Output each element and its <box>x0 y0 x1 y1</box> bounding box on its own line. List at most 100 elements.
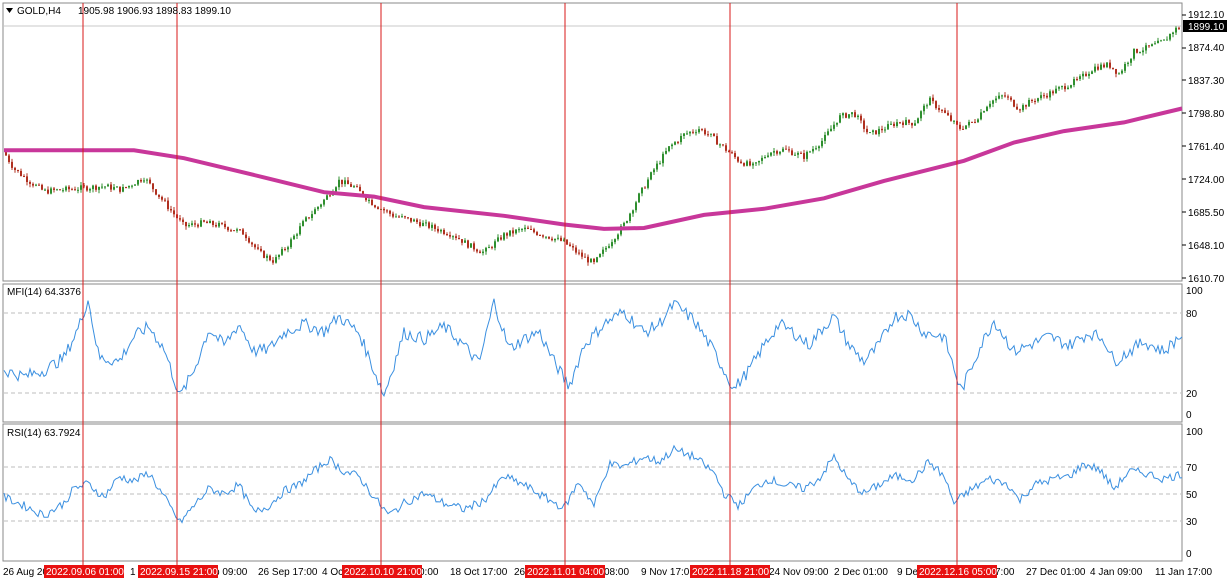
candle-body <box>566 239 568 245</box>
candle-body <box>578 252 580 254</box>
candle-body <box>452 236 454 238</box>
candle-body <box>302 221 304 227</box>
candle-body <box>125 187 127 188</box>
candle-body <box>17 170 19 171</box>
price-axis[interactable]: 1912.10 1874.40 1837.30 1798.80 1761.40 … <box>1182 10 1225 285</box>
time-tick: 9 De <box>897 567 919 578</box>
candle-body <box>1166 39 1168 41</box>
candle-body <box>653 169 655 173</box>
candle-body <box>1175 27 1177 33</box>
candle-body <box>185 222 187 227</box>
time-tick: 4 Oc <box>322 567 343 578</box>
candle-body <box>134 184 136 186</box>
candle-body <box>377 207 379 210</box>
candle-body <box>623 222 625 226</box>
candle-body <box>968 121 970 126</box>
candle-body <box>851 112 853 115</box>
candle-body <box>1067 87 1069 90</box>
candle-body <box>728 150 730 153</box>
time-tick: 08:00 <box>604 567 629 578</box>
candle-body <box>791 150 793 156</box>
mfi-pane[interactable] <box>2 283 1183 423</box>
candle-body <box>818 146 820 149</box>
candle-body <box>587 256 589 263</box>
candle-body <box>236 229 238 231</box>
candle-body <box>341 179 343 185</box>
candle-body <box>20 171 22 176</box>
time-tick: 11 Jan 17:00 <box>1155 567 1213 578</box>
candle-body <box>488 247 490 249</box>
candle-body <box>662 153 664 164</box>
candle-body <box>1016 106 1018 110</box>
candle-body <box>845 113 847 118</box>
rsi-line <box>3 444 1183 524</box>
candle-body <box>50 188 52 194</box>
candle-body <box>764 157 766 158</box>
time-axis[interactable]: 26 Aug 20 1 p 09:00 26 Sep 17:00 4 Oc 0:… <box>3 567 1213 578</box>
candle-body <box>692 131 694 133</box>
candle-body <box>1079 76 1081 79</box>
candle-body <box>947 112 949 116</box>
candle-body <box>407 217 409 219</box>
candle-body <box>914 123 916 126</box>
candle-body <box>599 253 601 258</box>
candle-body <box>1130 58 1132 63</box>
rsi-tick: 50 <box>1186 490 1198 501</box>
candle-body <box>167 200 169 210</box>
candle-body <box>953 120 955 122</box>
mfi-axis: 100 80 20 0 <box>1186 286 1203 421</box>
candle-body <box>119 186 121 192</box>
candle-body <box>551 238 553 241</box>
candle-body <box>515 229 517 234</box>
candle-body <box>734 153 736 158</box>
candle-body <box>530 229 532 230</box>
candle-body <box>872 130 874 133</box>
candle-body <box>506 233 508 236</box>
candle-body <box>227 227 229 231</box>
candle-body <box>545 236 547 238</box>
candle-body <box>701 129 703 131</box>
candle-body <box>155 189 157 195</box>
candle-body <box>878 128 880 135</box>
candle-body <box>38 184 40 186</box>
candle-body <box>512 230 514 234</box>
candle-body <box>758 160 760 163</box>
candle-body <box>140 180 142 182</box>
candle-body <box>803 153 805 159</box>
candle-body <box>1133 48 1135 59</box>
time-tick: 26 Aug 20 <box>3 567 48 578</box>
candle-body <box>1046 95 1048 98</box>
rsi-pane[interactable] <box>2 423 1183 562</box>
candle-body <box>1058 87 1060 89</box>
candle-body <box>1043 95 1045 97</box>
candle-body <box>1064 86 1066 90</box>
candle-body <box>371 199 373 206</box>
candle-body <box>806 151 808 159</box>
candle-body <box>656 163 658 170</box>
candle-body <box>554 238 556 241</box>
candle-body <box>1100 64 1102 70</box>
candle-body <box>26 176 28 182</box>
candle-body <box>527 227 529 229</box>
time-tick: 26 <box>514 567 526 578</box>
candle-body <box>137 180 139 185</box>
triangle-down-icon[interactable] <box>6 8 13 13</box>
candle-body <box>935 101 937 109</box>
time-tag: 2022.12.16 05:00 <box>919 567 997 578</box>
candle-body <box>770 152 772 156</box>
candle-body <box>326 195 328 200</box>
candle-body <box>698 129 700 133</box>
candle-body <box>863 120 865 129</box>
candle-body <box>626 221 628 223</box>
price-pane[interactable] <box>2 2 1183 282</box>
candle-body <box>665 151 667 154</box>
candle-body <box>353 186 355 188</box>
candle-body <box>1127 62 1129 64</box>
candle-body <box>779 151 781 154</box>
candle-body <box>53 188 55 190</box>
candle-body <box>242 229 244 235</box>
candle-body <box>959 124 961 129</box>
time-tick: 0:00 <box>419 567 439 578</box>
